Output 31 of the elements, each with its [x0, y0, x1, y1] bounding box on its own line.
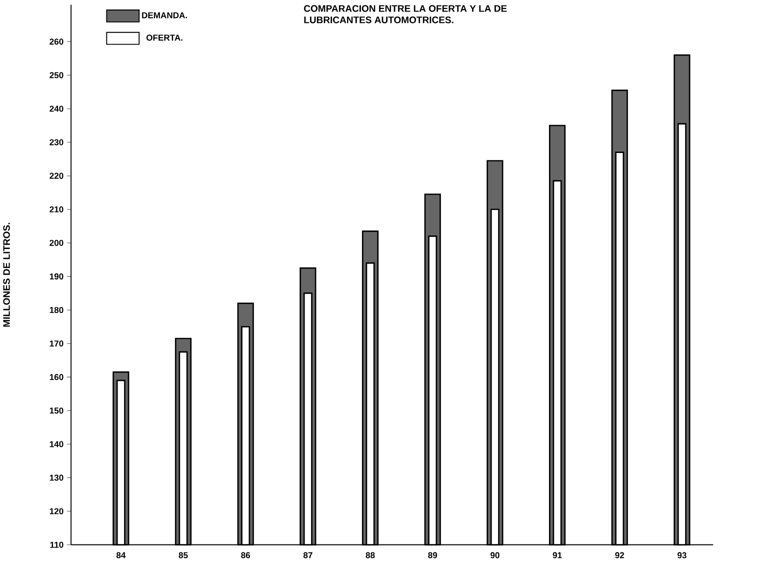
- chart-title: COMPARACION ENTRE LA OFERTA Y LA DE: [304, 5, 507, 12]
- x-tick-label: 91: [552, 552, 562, 558]
- y-tick-label: 200: [50, 240, 64, 246]
- y-tick-label: 120: [50, 508, 64, 514]
- x-tick-label: 89: [428, 552, 438, 558]
- y-tick-label: 260: [50, 38, 64, 45]
- x-tick-label: 93: [678, 552, 686, 558]
- y-axis-title: MILLONES DE LITROS.: [3, 222, 10, 327]
- x-tick-label: 90: [490, 552, 500, 558]
- x-tick-label: 84: [116, 552, 126, 558]
- x-tick-label: 88: [366, 552, 375, 558]
- y-tick-label: 170: [50, 340, 64, 346]
- y-tick-label: 250: [50, 72, 64, 78]
- text: LUBRICANTES AUTOMOTRICES.: [304, 16, 454, 24]
- y-tick-label: 160: [50, 374, 64, 380]
- x-tick-label: 86: [241, 552, 250, 558]
- y-tick-label: 220: [50, 172, 64, 179]
- y-tick-label: 130: [50, 474, 64, 481]
- y-tick-label: 110: [50, 542, 64, 548]
- x-tick-label: 92: [615, 552, 624, 558]
- y-tick-label: 240: [50, 106, 64, 112]
- x-tick-label: 87: [303, 552, 312, 558]
- x-tick-label: 85: [178, 552, 188, 558]
- y-tick-label: 190: [50, 273, 64, 280]
- y-tick-label: 180: [50, 306, 64, 313]
- y-tick-label: 230: [50, 139, 64, 146]
- legend-label: OFERTA.: [146, 34, 182, 41]
- legend-label: DEMANDA.: [142, 12, 187, 18]
- y-tick-label: 150: [50, 407, 64, 414]
- y-tick-label: 140: [50, 441, 64, 448]
- y-tick-label: 210: [50, 206, 64, 212]
